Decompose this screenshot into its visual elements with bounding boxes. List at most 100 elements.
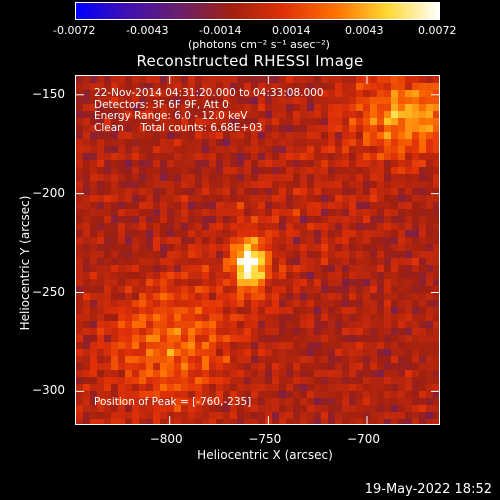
heatmap-cell xyxy=(377,272,385,280)
heatmap-cell xyxy=(132,146,140,154)
heatmap-cell xyxy=(265,272,273,280)
heatmap-cell xyxy=(307,314,315,322)
heatmap-cell xyxy=(97,230,105,238)
heatmap-cell xyxy=(342,83,350,91)
heatmap-cell xyxy=(391,237,399,245)
heatmap-cell xyxy=(356,342,364,350)
heatmap-cell xyxy=(76,181,84,189)
heatmap-cell xyxy=(265,216,273,224)
heatmap-cell xyxy=(83,209,91,217)
heatmap-cell xyxy=(202,195,210,203)
heatmap-cell xyxy=(300,412,308,420)
heatmap-cell xyxy=(251,391,259,399)
heatmap-cell xyxy=(146,132,154,140)
heatmap-cell xyxy=(153,384,161,392)
heatmap-cell xyxy=(83,104,91,112)
heatmap-cell xyxy=(370,363,378,371)
heatmap-cell xyxy=(132,265,140,273)
heatmap-cell xyxy=(202,153,210,161)
heatmap-cell xyxy=(125,209,133,217)
heatmap-cell xyxy=(76,160,84,168)
heatmap-cell xyxy=(230,349,238,357)
heatmap-cell xyxy=(146,342,154,350)
heatmap-cell xyxy=(391,398,399,406)
heatmap-cell xyxy=(174,307,182,315)
heatmap-cell xyxy=(251,300,259,308)
heatmap-cell xyxy=(412,258,420,266)
heatmap-cell xyxy=(209,118,217,126)
heatmap-cell xyxy=(244,223,252,231)
heatmap-cell xyxy=(342,265,350,273)
heatmap-cell xyxy=(321,237,329,245)
heatmap-cell xyxy=(104,307,112,315)
heatmap-cell xyxy=(363,363,371,371)
heatmap-cell xyxy=(216,230,224,238)
heatmap-cell xyxy=(370,181,378,189)
heatmap-cell xyxy=(132,209,140,217)
heatmap-cell xyxy=(258,174,266,182)
heatmap-cell xyxy=(426,300,434,308)
heatmap-cell xyxy=(174,349,182,357)
heatmap-cell xyxy=(349,300,357,308)
heatmap-cell xyxy=(300,349,308,357)
heatmap-cell xyxy=(83,335,91,343)
heatmap-cell xyxy=(195,146,203,154)
heatmap-cell xyxy=(251,139,259,147)
heatmap-cell xyxy=(216,153,224,161)
heatmap-cell xyxy=(216,307,224,315)
heatmap-cell xyxy=(258,139,266,147)
heatmap-cell xyxy=(111,412,119,420)
heatmap-cell xyxy=(377,363,385,371)
heatmap-cell xyxy=(314,377,322,385)
heatmap-cell xyxy=(300,153,308,161)
heatmap-cell xyxy=(174,265,182,273)
heatmap-cell xyxy=(209,139,217,147)
heatmap-cell xyxy=(307,349,315,357)
heatmap-cell xyxy=(405,195,413,203)
heatmap-cell xyxy=(174,419,182,424)
heatmap-cell xyxy=(272,160,280,168)
heatmap-cell xyxy=(76,314,84,322)
heatmap-cell xyxy=(279,314,287,322)
colorbar-tick-label: 0.0014 xyxy=(272,24,311,37)
heatmap-cell xyxy=(342,398,350,406)
heatmap-cell xyxy=(174,223,182,231)
heatmap-cell xyxy=(279,90,287,98)
heatmap-cell xyxy=(118,258,126,266)
heatmap-cell xyxy=(279,370,287,378)
heatmap-cell xyxy=(97,342,105,350)
heatmap-cell xyxy=(76,377,84,385)
heatmap-cell xyxy=(349,258,357,266)
heatmap-cell xyxy=(398,321,406,329)
heatmap-cell xyxy=(167,132,175,140)
heatmap-cell xyxy=(90,174,98,182)
heatmap-cell xyxy=(118,272,126,280)
heatmap-cell xyxy=(272,328,280,336)
heatmap-cell xyxy=(370,300,378,308)
heatmap-cell xyxy=(76,153,84,161)
heatmap-cell xyxy=(202,174,210,182)
heatmap-cell xyxy=(335,139,343,147)
heatmap-cell xyxy=(363,258,371,266)
heatmap-cell xyxy=(342,153,350,161)
heatmap-cell xyxy=(76,363,84,371)
heatmap-cell xyxy=(76,307,84,315)
heatmap-cell xyxy=(195,286,203,294)
heatmap-cell xyxy=(307,384,315,392)
heatmap-cell xyxy=(363,97,371,105)
heatmap-cell xyxy=(223,363,231,371)
heatmap-cell xyxy=(153,258,161,266)
heatmap-cell xyxy=(293,384,301,392)
heatmap-cell xyxy=(426,76,434,84)
heatmap-cell xyxy=(398,384,406,392)
heatmap-cell xyxy=(230,153,238,161)
heatmap-cell xyxy=(398,195,406,203)
heatmap-cell xyxy=(111,314,119,322)
heatmap-cell xyxy=(97,76,105,84)
heatmap-cell xyxy=(244,153,252,161)
heatmap-cell xyxy=(202,384,210,392)
heatmap-cell xyxy=(97,265,105,273)
heatmap-cell xyxy=(272,83,280,91)
heatmap-cell xyxy=(146,251,154,259)
heatmap-cell xyxy=(335,223,343,231)
